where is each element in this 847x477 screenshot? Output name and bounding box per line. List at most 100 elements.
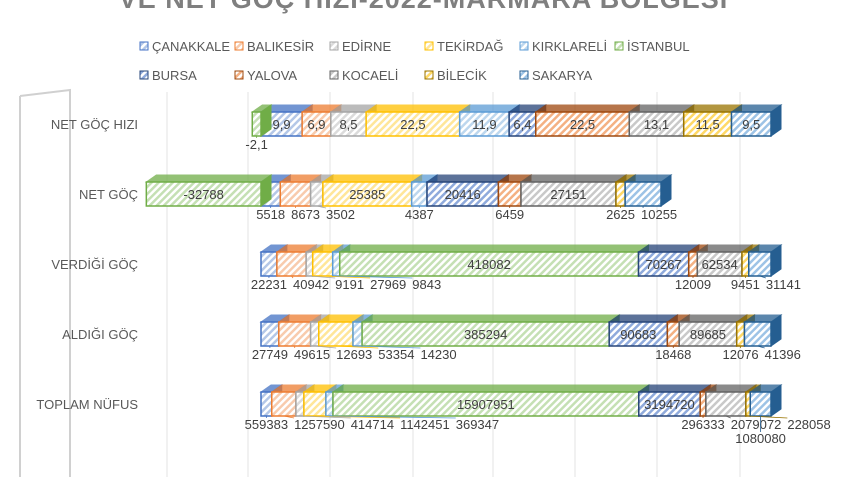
legend-label: BURSA [152, 68, 197, 83]
data-label: 18468 [655, 347, 691, 362]
data-label: 8,5 [339, 117, 357, 132]
data-label: 1142451 [400, 417, 450, 432]
data-label: 53354 [378, 347, 414, 362]
legend-item: BALIKESİR [234, 39, 314, 54]
legend-item: BİLECİK [424, 68, 487, 83]
data-label: 89685 [690, 327, 726, 342]
leader-line [757, 345, 765, 349]
legend-swatch [424, 41, 434, 51]
data-label: 49615 [294, 347, 330, 362]
legend-swatch [424, 70, 434, 80]
data-label: 2625 [606, 207, 635, 222]
category-label: ALDIĞI GÖÇ [62, 327, 138, 342]
legend-item: ÇANAKKALE [139, 39, 230, 54]
leader-line [725, 415, 731, 419]
legend-label: BALIKESİR [247, 39, 314, 54]
leader-line [329, 415, 456, 419]
legend-swatch [329, 41, 339, 51]
bar-segment [729, 104, 783, 137]
data-label: 1080080 [735, 431, 786, 446]
legend-label: EDİRNE [342, 39, 391, 54]
legend-swatch [139, 41, 149, 51]
data-label: 90683 [620, 327, 656, 342]
legend-item: EDİRNE [329, 39, 391, 54]
leader-line [283, 415, 295, 419]
data-label: 369347 [456, 417, 499, 432]
data-label: 9,5 [742, 117, 760, 132]
leader-line [335, 345, 379, 349]
legend-item: YALOVA [234, 68, 297, 83]
category-label: NET GÖÇ HIZI [51, 117, 138, 132]
legend-label: KIRKLARELİ [532, 39, 607, 54]
data-label: 27969 [370, 277, 406, 292]
chart-title: VE NET GÖÇ HIZI-2022-MARMARA BÖLGESİ [0, 0, 847, 15]
data-label: 10255 [641, 207, 677, 222]
leader-line [316, 205, 327, 209]
leader-line [314, 345, 337, 349]
bar-segment [519, 174, 628, 207]
leader-line [314, 415, 401, 419]
legend-item: SAKARYA [519, 68, 593, 83]
legend-swatch [519, 70, 529, 80]
data-label: 25385 [349, 187, 385, 202]
legend-swatch [614, 41, 624, 51]
data-label: 5518 [256, 207, 285, 222]
legend-swatch [139, 70, 149, 80]
leader-line [759, 275, 766, 279]
data-label: 41396 [765, 347, 801, 362]
data-label: 228058 [787, 417, 830, 432]
data-label: 40942 [293, 277, 329, 292]
data-label: 8673 [291, 207, 320, 222]
legend-item: İSTANBUL [614, 39, 690, 54]
data-label: 559383 [245, 417, 288, 432]
legend-label: TEKİRDAĞ [437, 39, 503, 54]
data-label: 27749 [252, 347, 288, 362]
leader-line [357, 345, 421, 349]
data-label: 22,5 [400, 117, 425, 132]
data-label: 12009 [675, 277, 711, 292]
leader-line [336, 275, 413, 279]
data-label: 3502 [326, 207, 355, 222]
data-label: 385294 [464, 327, 507, 342]
bar-segment [742, 314, 783, 347]
legend-item: KOCAELİ [329, 68, 398, 83]
data-label: 418082 [467, 257, 510, 272]
legend-label: ÇANAKKALE [152, 39, 230, 54]
data-label: 15907951 [457, 397, 515, 412]
category-label: VERDİĞİ GÖÇ [51, 257, 138, 272]
legend-item: KIRKLARELİ [519, 39, 607, 54]
data-label: 4387 [405, 207, 434, 222]
legend-swatch [234, 70, 244, 80]
data-label: 9843 [412, 277, 441, 292]
data-label: -2,1 [245, 137, 267, 152]
data-label: 22,5 [570, 117, 595, 132]
bar-segment [623, 174, 673, 207]
chart-wall [19, 88, 71, 477]
data-label: 6459 [495, 207, 524, 222]
data-label: -32788 [183, 187, 223, 202]
leader-line [322, 275, 371, 279]
data-label: 1257590 [294, 417, 345, 432]
leader-line [748, 415, 788, 419]
legend-swatch [519, 41, 529, 51]
bar-segment [748, 384, 783, 417]
data-label: 2079072 [731, 417, 782, 432]
category-label: TOPLAM NÜFUS [36, 397, 138, 412]
data-label: 12076 [723, 347, 759, 362]
data-label: 20416 [445, 187, 481, 202]
data-label: 9451 [731, 277, 760, 292]
data-label: 296333 [681, 417, 724, 432]
data-label: 9191 [335, 277, 364, 292]
data-label: 14230 [420, 347, 456, 362]
data-label: 11,9 [472, 117, 496, 132]
bar-segment [321, 174, 424, 207]
bar-segment [317, 314, 365, 347]
leader-line [299, 415, 351, 419]
data-label: 11,5 [695, 117, 719, 132]
category-label: NET GÖÇ [79, 187, 138, 202]
data-label: 22231 [251, 277, 287, 292]
legend-swatch [234, 41, 244, 51]
bar-segment [144, 174, 273, 207]
data-label: 12693 [336, 347, 372, 362]
